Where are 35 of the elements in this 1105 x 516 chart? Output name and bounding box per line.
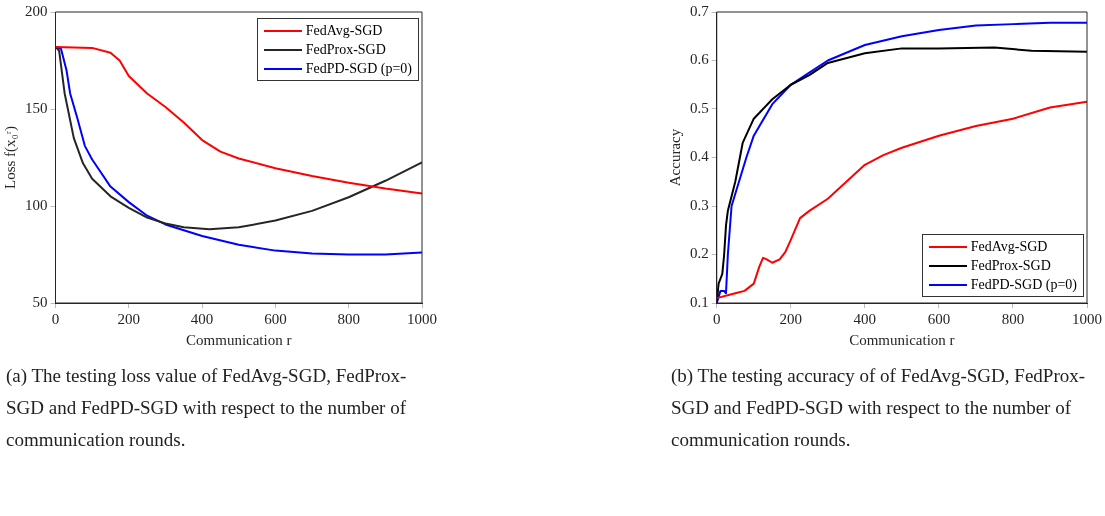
y-tick-label: 0.5 <box>690 99 709 116</box>
legend-label: FedPD-SGD (p=0) <box>305 60 412 78</box>
y-tick-label: 200 <box>25 2 48 19</box>
x-tick-label: 200 <box>117 310 141 327</box>
y-tick-label: 0.2 <box>690 245 709 262</box>
text: (a) The testing loss value of FedAvg-SGD, FedProx-SGD and FedPD-SGD with respect to the number of communication rounds. <box>6 364 408 452</box>
x-tick-label: 400 <box>853 310 877 327</box>
x-tick-label: 600 <box>927 310 951 327</box>
y-tick-label: 50 <box>32 293 48 310</box>
x-tick-label: 200 <box>779 310 803 327</box>
y-tick-label: 0.4 <box>690 148 710 165</box>
x-axis-title: Communication r <box>849 331 955 348</box>
x-tick-label: 600 <box>264 310 287 327</box>
y-tick-label: 100 <box>25 196 48 213</box>
x-tick-label: 400 <box>190 310 214 327</box>
legend-label: FedProx-SGD <box>970 257 1051 275</box>
x-tick-label: 800 <box>337 310 360 327</box>
y-tick-label: 150 <box>25 99 48 116</box>
x-tick-label: 1000 <box>407 310 437 327</box>
y-tick-label: 0.3 <box>690 196 709 213</box>
x-tick-label: 800 <box>1001 310 1025 327</box>
x-tick-label: 1000 <box>1072 310 1102 327</box>
y-tick-label: 0.6 <box>690 51 710 68</box>
text: (b) The testing accuracy of of FedAvg-SGD, FedProx-SGD and FedPD-SGD with respect to the number of communication rounds. <box>671 364 1087 452</box>
y-tick-label: 0.1 <box>690 293 709 310</box>
x-tick-label: 0 <box>713 310 721 327</box>
legend-label: FedAvg-SGD <box>305 22 383 40</box>
legend-label: FedProx-SGD <box>305 41 386 59</box>
legend-label: FedAvg-SGD <box>970 238 1048 256</box>
legend-label: FedPD-SGD (p=0) <box>970 276 1077 294</box>
x-axis-title: Communication r <box>186 331 292 348</box>
x-tick-label: 0 <box>51 310 60 327</box>
y-axis-title: Accuracy <box>666 128 683 187</box>
y-axis-title: Loss f(x₀ʳ) <box>1 125 19 190</box>
y-tick-label: 0.7 <box>690 2 710 19</box>
